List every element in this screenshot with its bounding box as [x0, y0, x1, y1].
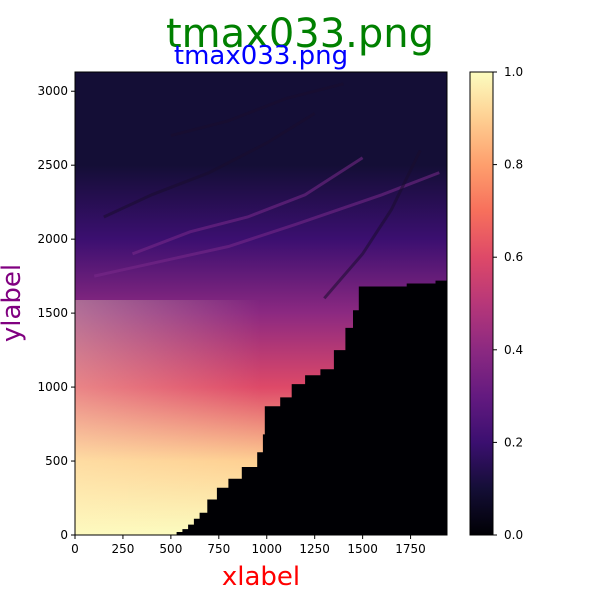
colorbar-tick-label: 0.0 — [504, 528, 523, 542]
terrain-streak — [93, 171, 440, 278]
terrain-streak — [103, 112, 316, 219]
y-tick-label: 1000 — [37, 380, 68, 394]
plot-area — [75, 72, 447, 535]
masked-region — [172, 277, 447, 535]
colorbar — [469, 71, 494, 536]
figure-suptitle: tmax033.png — [166, 11, 434, 57]
colorbar-tick-label: 0.4 — [504, 343, 523, 357]
x-axis: 0 250 500 750 1000 1250 1500 1750 — [71, 535, 426, 556]
colorbar-tick-label: 0.6 — [504, 250, 523, 264]
y-tick-label: 500 — [45, 454, 68, 468]
x-tick-label: 1000 — [251, 542, 282, 556]
y-tick-label: 0 — [60, 528, 68, 542]
axes-title: tmax033.png — [174, 41, 348, 71]
x-tick-label: 1250 — [299, 542, 330, 556]
x-tick-label: 750 — [207, 542, 230, 556]
terrain-streaks — [93, 82, 440, 300]
y-tick-label: 2500 — [37, 158, 68, 172]
y-tick-label: 1500 — [37, 306, 68, 320]
terrain-streak — [131, 156, 364, 256]
terrain-streak — [323, 149, 422, 300]
y-tick-label: 3000 — [37, 84, 68, 98]
x-tick-label: 1500 — [347, 542, 378, 556]
x-tick-label: 0 — [71, 542, 79, 556]
y-axis-label: ylabel — [0, 264, 27, 342]
x-tick-label: 1750 — [395, 542, 426, 556]
x-axis-label: xlabel — [222, 562, 300, 592]
colorbar-axis: 0.0 0.2 0.4 0.6 0.8 1.0 — [493, 65, 523, 542]
x-tick-label: 500 — [159, 542, 182, 556]
colorbar-tick-label: 0.8 — [504, 158, 523, 172]
y-tick-label: 2000 — [37, 232, 68, 246]
colorbar-tick-label: 0.2 — [504, 435, 523, 449]
x-tick-label: 250 — [111, 542, 134, 556]
terrain-streak — [170, 82, 344, 138]
colorbar-tick-label: 1.0 — [504, 65, 523, 79]
y-axis: 0 500 1000 1500 2000 2500 3000 — [37, 84, 75, 542]
plot-frame — [74, 71, 448, 536]
